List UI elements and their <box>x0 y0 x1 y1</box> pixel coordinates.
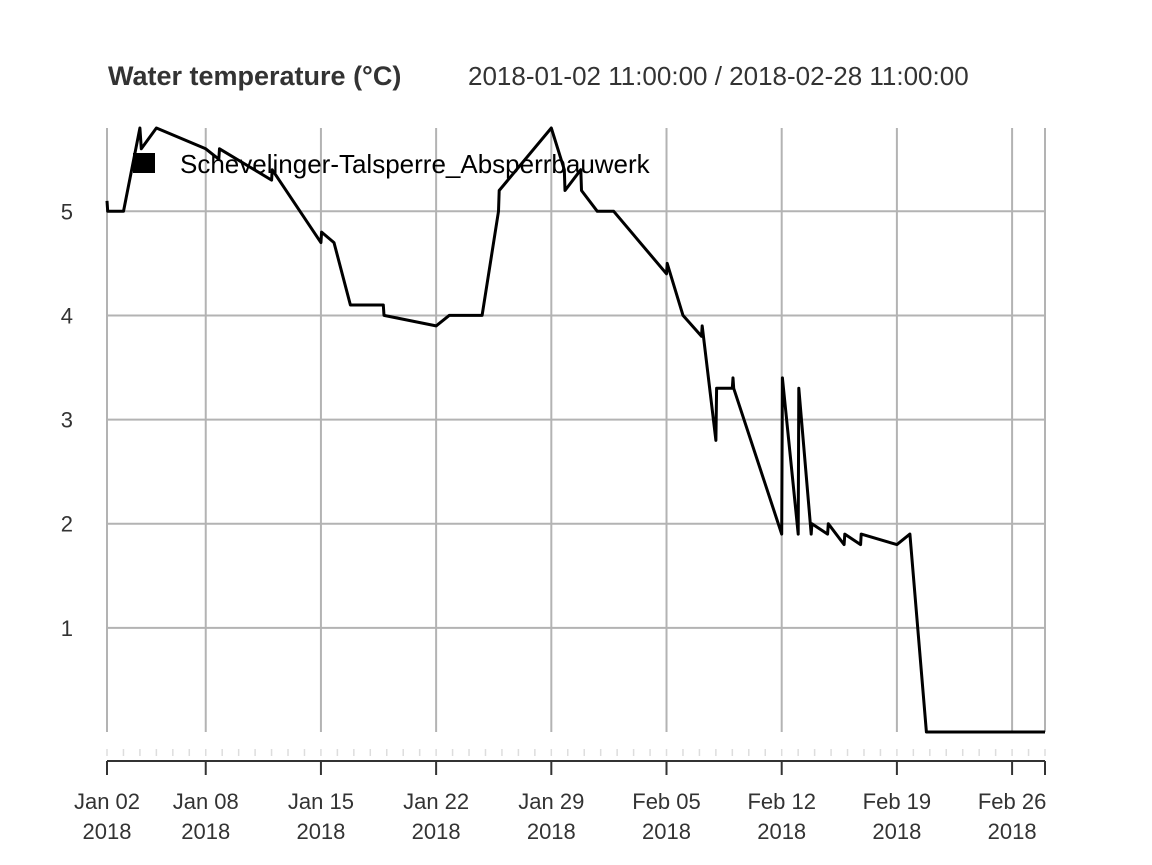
series-line <box>105 126 1045 734</box>
x-tick-label: Feb 26 <box>978 789 1047 814</box>
x-tick-year: 2018 <box>872 819 921 844</box>
legend: Schevelinger-Talsperre_Absperrbauwerk <box>133 149 651 179</box>
x-tick-label: Jan 22 <box>403 789 469 814</box>
x-tick-year: 2018 <box>412 819 461 844</box>
x-tick-label: Jan 29 <box>518 789 584 814</box>
chart-title-text: Water temperature (°C) <box>108 61 401 91</box>
y-tick-label: 1 <box>61 616 73 641</box>
x-tick-year: 2018 <box>296 819 345 844</box>
y-tick-label: 2 <box>61 512 73 537</box>
x-tick-label: Jan 08 <box>173 789 239 814</box>
x-tick-label: Jan 15 <box>288 789 354 814</box>
x-axis: Jan 02 2018 Jan 08 2018 Jan 15 2018 Jan 22 2018… <box>74 749 1046 844</box>
x-tick-year: 2018 <box>988 819 1037 844</box>
chart-date-range: 2018-01-02 11:00:00 / 2018-02-28 11:00:0… <box>468 61 969 91</box>
grid-lines <box>106 128 1046 732</box>
chart-title: Water temperature (°C) 2018-01-02 11:00:… <box>108 61 969 91</box>
legend-label: Schevelinger-Talsperre_Absperrbauwerk <box>180 149 651 179</box>
y-tick-label: 3 <box>61 408 73 433</box>
x-tick-year: 2018 <box>757 819 806 844</box>
x-tick-label: Jan 02 <box>74 789 140 814</box>
x-tick-year: 2018 <box>83 819 132 844</box>
series-lines <box>105 126 1045 734</box>
y-axis: 1 2 3 4 5 <box>61 199 73 641</box>
y-tick-label: 4 <box>61 303 73 328</box>
legend-swatch <box>133 153 155 173</box>
x-tick-label: Feb 19 <box>863 789 932 814</box>
x-tick-year: 2018 <box>181 819 230 844</box>
x-tick-year: 2018 <box>527 819 576 844</box>
x-tick-label: Feb 05 <box>632 789 701 814</box>
x-tick-label: Feb 12 <box>747 789 816 814</box>
x-tick-year: 2018 <box>642 819 691 844</box>
y-tick-label: 5 <box>61 199 73 224</box>
